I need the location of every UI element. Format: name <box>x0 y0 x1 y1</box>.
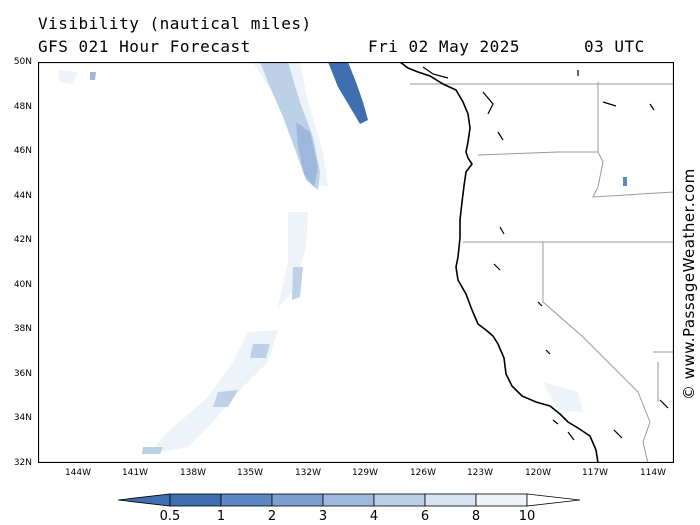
credit-text: © www.PassageWeather.com <box>680 168 698 400</box>
lat-tick: 32N <box>13 458 32 468</box>
lat-tick: 48N <box>13 102 32 112</box>
map-border <box>38 62 674 463</box>
chart-title: Visibility (nautical miles) <box>38 14 312 33</box>
legend-bin <box>169 493 222 507</box>
lat-tick: 40N <box>13 280 32 290</box>
legend-bin <box>271 493 324 507</box>
lon-tick: 123W <box>466 468 494 478</box>
lat-tick: 38N <box>13 324 32 334</box>
legend-bin <box>322 493 375 507</box>
visibility-map <box>38 62 674 463</box>
lat-tick: 42N <box>13 235 32 245</box>
legend-high-arrow <box>526 493 581 507</box>
legend-bin <box>424 493 477 507</box>
legend-colorbar <box>117 493 581 507</box>
low-visibility-core <box>328 62 368 124</box>
legend-label: 2 <box>267 509 277 524</box>
legend-label: 4 <box>369 509 379 524</box>
legend-bin <box>475 493 528 507</box>
legend-label: 6 <box>420 509 430 524</box>
lon-tick: 138W <box>179 468 207 478</box>
legend-label: 3 <box>318 509 328 524</box>
legend-bin <box>373 493 426 507</box>
lon-tick: 132W <box>294 468 322 478</box>
lon-tick: 120W <box>524 468 552 478</box>
coast-features <box>422 66 669 441</box>
lon-tick: 126W <box>409 468 437 478</box>
lat-tick: 34N <box>13 413 32 423</box>
lon-tick: 141W <box>121 468 149 478</box>
legend-label: 10 <box>518 509 536 524</box>
political-borders <box>410 82 674 463</box>
lat-tick: 46N <box>13 146 32 156</box>
legend-label: 8 <box>471 509 481 524</box>
lon-tick: 135W <box>236 468 264 478</box>
legend-low-arrow <box>117 493 171 507</box>
lon-tick: 129W <box>351 468 379 478</box>
forecast-time: 03 UTC <box>584 37 645 56</box>
legend-label: 0.5 <box>159 509 181 524</box>
lon-tick: 144W <box>64 468 92 478</box>
coastline <box>399 62 599 463</box>
lon-tick: 117W <box>581 468 609 478</box>
lon-tick: 114W <box>639 468 667 478</box>
visibility-patches-dark <box>90 72 627 187</box>
forecast-date: Fri 02 May 2025 <box>368 37 520 56</box>
lat-tick: 44N <box>13 191 32 201</box>
forecast-label: GFS 021 Hour Forecast <box>38 37 251 56</box>
legend-bin <box>220 493 273 507</box>
lat-tick: 36N <box>13 369 32 379</box>
lat-tick: 50N <box>13 57 32 67</box>
legend-label: 1 <box>216 509 226 524</box>
